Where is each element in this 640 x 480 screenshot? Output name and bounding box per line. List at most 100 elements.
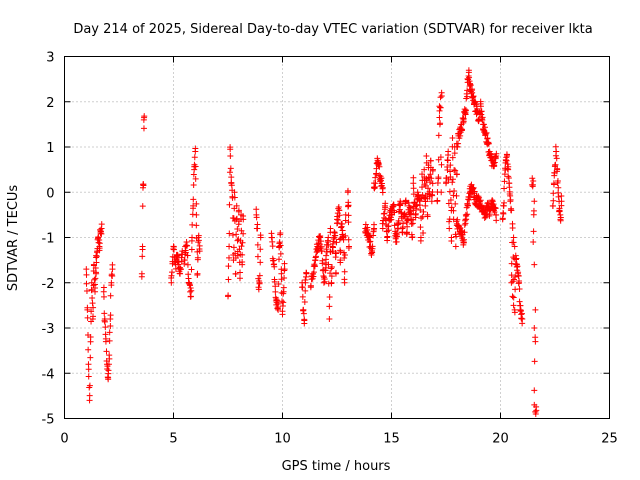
- data-point: [227, 144, 234, 151]
- data-point: [187, 282, 194, 289]
- data-point: [236, 246, 243, 253]
- data-point: [87, 354, 94, 361]
- data-point: [193, 222, 200, 229]
- data-point: [254, 253, 261, 260]
- data-point: [553, 148, 560, 155]
- data-point: [253, 206, 260, 213]
- data-point: [233, 231, 240, 238]
- data-point: [437, 120, 444, 127]
- data-point: [231, 194, 238, 201]
- data-point: [191, 154, 198, 161]
- data-point: [457, 132, 464, 139]
- data-point: [503, 151, 510, 158]
- data-point: [555, 193, 562, 200]
- data-point: [253, 225, 260, 232]
- data-point: [508, 205, 515, 212]
- x-tick-label: 15: [383, 432, 400, 447]
- data-point: [229, 231, 236, 238]
- data-point: [109, 261, 116, 268]
- data-points: [83, 67, 565, 417]
- y-tick-label: 2: [46, 96, 54, 111]
- data-point: [226, 201, 233, 208]
- data-point: [95, 239, 102, 246]
- data-point: [532, 334, 539, 341]
- data-point: [447, 168, 454, 175]
- data-point: [345, 202, 352, 209]
- data-point: [492, 211, 499, 218]
- data-point: [332, 232, 339, 239]
- data-point: [472, 98, 479, 105]
- data-point: [310, 273, 317, 280]
- data-point: [332, 269, 339, 276]
- data-point: [437, 154, 444, 161]
- data-point: [557, 214, 564, 221]
- data-point: [382, 204, 389, 211]
- data-point: [195, 237, 202, 244]
- data-point: [240, 230, 247, 237]
- data-point: [83, 266, 90, 273]
- data-point: [93, 259, 100, 266]
- data-point: [489, 198, 496, 205]
- data-point: [86, 392, 93, 399]
- data-point: [510, 294, 517, 301]
- data-point: [453, 233, 460, 240]
- data-point: [417, 224, 424, 231]
- data-point: [532, 410, 539, 417]
- data-point: [435, 132, 442, 139]
- data-point: [449, 176, 456, 183]
- data-point: [88, 287, 95, 294]
- data-point: [450, 207, 457, 214]
- data-point: [190, 182, 197, 189]
- data-point: [412, 210, 419, 217]
- data-point: [187, 293, 194, 300]
- data-point: [278, 276, 285, 283]
- data-point: [385, 227, 392, 234]
- data-point: [271, 263, 278, 270]
- data-point: [257, 246, 264, 253]
- data-point: [518, 310, 525, 317]
- data-point: [105, 367, 112, 374]
- data-point: [428, 175, 435, 182]
- data-point: [485, 139, 492, 146]
- data-point: [254, 241, 261, 248]
- data-point: [449, 134, 456, 141]
- data-point: [272, 288, 279, 295]
- data-point: [501, 178, 508, 185]
- y-tick-label: 0: [46, 186, 54, 201]
- data-point: [445, 200, 452, 207]
- data-point: [227, 152, 234, 159]
- data-point: [340, 236, 347, 243]
- data-point: [454, 143, 461, 150]
- data-point: [404, 223, 411, 230]
- data-point: [468, 190, 475, 197]
- data-point: [510, 239, 517, 246]
- data-point: [299, 284, 306, 291]
- data-point: [434, 189, 441, 196]
- data-point: [448, 237, 455, 244]
- data-point: [426, 179, 433, 186]
- data-point: [168, 269, 175, 276]
- axis-ticks: 0 5 10 15 20 25 -5 -4 -3 -2 -1 0 1 2 3: [42, 51, 618, 447]
- data-point: [170, 246, 177, 253]
- data-point: [239, 239, 246, 246]
- data-point: [92, 269, 99, 276]
- data-point: [190, 196, 197, 203]
- data-point: [192, 163, 199, 170]
- data-point: [362, 221, 369, 228]
- data-point: [236, 275, 243, 282]
- data-point: [257, 259, 264, 266]
- data-point: [226, 254, 233, 261]
- data-point: [555, 184, 562, 191]
- data-point: [316, 233, 323, 240]
- data-point: [91, 276, 98, 283]
- data-point: [193, 211, 200, 218]
- data-point: [436, 107, 443, 114]
- data-point: [103, 348, 110, 355]
- data-point: [188, 237, 195, 244]
- data-point: [90, 313, 97, 320]
- data-point: [194, 271, 201, 278]
- data-point: [225, 292, 232, 299]
- data-point: [85, 366, 92, 373]
- data-point: [375, 161, 382, 168]
- data-point: [410, 185, 417, 192]
